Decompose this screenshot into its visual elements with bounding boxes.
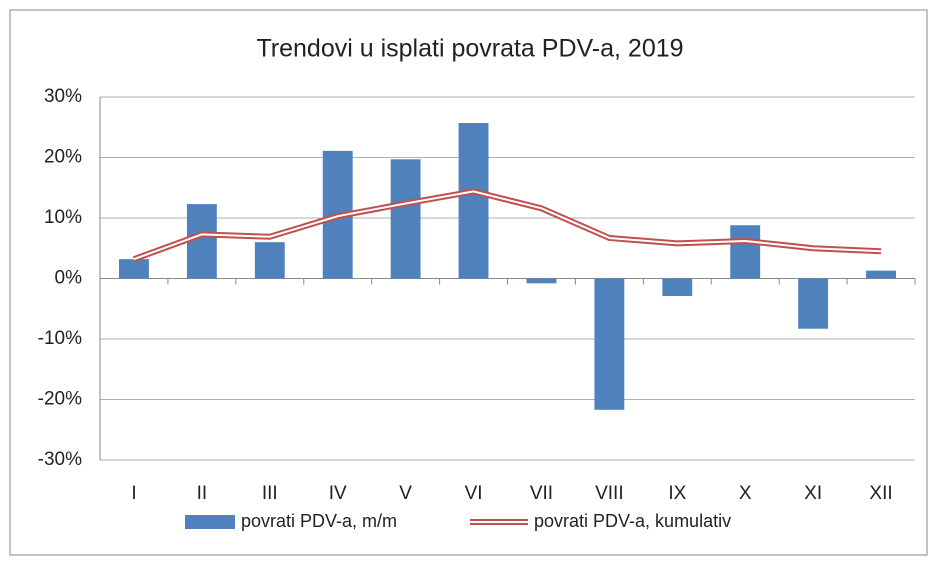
x-tick-label: II	[197, 483, 208, 504]
bar	[662, 278, 693, 297]
legend-label: povrati PDV-a, m/m	[241, 511, 397, 531]
y-tick-label: 20%	[44, 147, 82, 168]
y-tick-label: -10%	[38, 328, 82, 349]
chart-frame	[9, 9, 928, 556]
x-tick-label: IV	[329, 483, 347, 504]
legend-swatch	[185, 515, 235, 529]
x-tick-label: X	[739, 483, 752, 504]
legend-label: povrati PDV-a, kumulativ	[534, 511, 731, 531]
x-tick-label: VI	[465, 483, 483, 504]
x-tick-label: V	[399, 483, 412, 504]
x-tick-label: VII	[530, 483, 553, 504]
x-tick-label: XII	[869, 483, 892, 504]
y-tick-label: 30%	[44, 86, 82, 107]
x-tick-label: VIII	[595, 483, 624, 504]
x-tick-label: III	[262, 483, 278, 504]
y-tick-label: 10%	[44, 207, 82, 228]
bar	[186, 204, 217, 279]
bar	[390, 159, 421, 279]
y-tick-label: -20%	[38, 389, 82, 410]
y-tick-label: -30%	[38, 449, 82, 470]
x-tick-label: I	[131, 483, 136, 504]
bar	[526, 278, 557, 284]
bar	[458, 123, 489, 279]
x-tick-label: IX	[668, 483, 686, 504]
line-inner	[133, 190, 882, 261]
y-tick-label: 0%	[55, 268, 83, 289]
chart-title: Trendovi u isplati povrata PDV-a, 2019	[256, 35, 683, 63]
x-tick-label: XI	[804, 483, 822, 504]
bar	[254, 242, 285, 279]
bar	[730, 225, 761, 279]
bar	[594, 278, 625, 410]
bar	[866, 270, 896, 279]
bar	[119, 259, 149, 279]
bar	[798, 278, 829, 329]
